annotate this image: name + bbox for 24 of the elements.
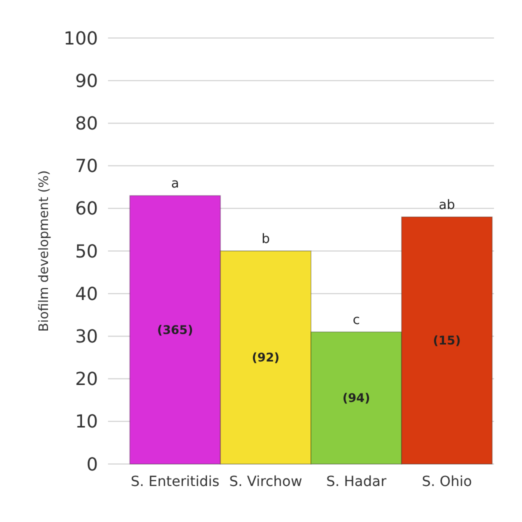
y-tick-label: 30 bbox=[75, 326, 98, 348]
annotation: a bbox=[171, 176, 180, 192]
y-tick-label: 100 bbox=[64, 28, 98, 50]
y-tick-label: 40 bbox=[75, 284, 98, 305]
annotation: c bbox=[352, 312, 360, 328]
y-tick-label: 20 bbox=[75, 369, 98, 390]
y-tick-label: 10 bbox=[75, 412, 98, 433]
y-tick-label: 80 bbox=[75, 114, 98, 134]
y-axis-title: Biofilm development (%) bbox=[37, 170, 52, 332]
y-tick-label: 50 bbox=[75, 241, 98, 262]
y-tick-label: 60 bbox=[75, 198, 98, 220]
x-tick-label: S. Ohio bbox=[422, 474, 472, 490]
annotation: (92) bbox=[252, 350, 280, 365]
y-tick-label: 0 bbox=[86, 454, 98, 476]
annotation: (365) bbox=[157, 323, 194, 338]
x-tick-label: S. Enteritidis bbox=[130, 474, 220, 490]
annotation: ab bbox=[438, 198, 455, 213]
y-tick-label: 90 bbox=[75, 70, 98, 92]
annotation: (15) bbox=[433, 334, 461, 348]
y-tick-label: 70 bbox=[75, 156, 98, 178]
x-tick-label: S. Hadar bbox=[326, 474, 387, 490]
annotation: (94) bbox=[342, 391, 370, 406]
x-tick-label: S. Virchow bbox=[229, 474, 302, 490]
annotation: b bbox=[262, 232, 270, 247]
